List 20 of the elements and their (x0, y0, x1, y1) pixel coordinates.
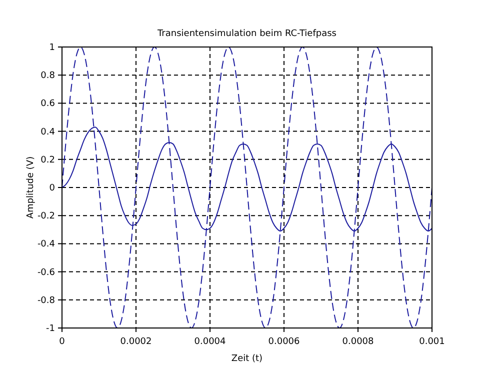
y-tick-label: -0.2 (37, 212, 55, 222)
x-axis-title: Zeit (t) (231, 354, 263, 364)
y-axis-title: Amplitude (V) (26, 156, 36, 219)
y-tick-label: -0.4 (37, 240, 56, 250)
x-tick-label: 0.0006 (268, 337, 300, 347)
y-tick-label: 0.8 (40, 71, 56, 82)
chart-title: Transientensimulation beim RC-Tiefpass (156, 29, 337, 39)
y-tick-label: 0.2 (40, 155, 55, 166)
y-tick-label: 1 (49, 43, 55, 53)
x-tick-label: 0.0008 (342, 337, 374, 347)
y-tick-label: -0.6 (37, 268, 56, 278)
y-tick-label: -1 (46, 324, 55, 334)
y-tick-label: 0 (49, 184, 56, 194)
y-tick-label: 0.6 (40, 99, 56, 110)
x-tick-label: 0.0004 (194, 337, 226, 347)
x-tick-label: 0.001 (419, 337, 445, 347)
x-tick-label: 0 (59, 337, 66, 347)
y-tick-label: 0.4 (40, 127, 56, 138)
y-tick-label: -0.8 (37, 296, 56, 306)
x-tick-label: 0.0002 (120, 337, 152, 347)
